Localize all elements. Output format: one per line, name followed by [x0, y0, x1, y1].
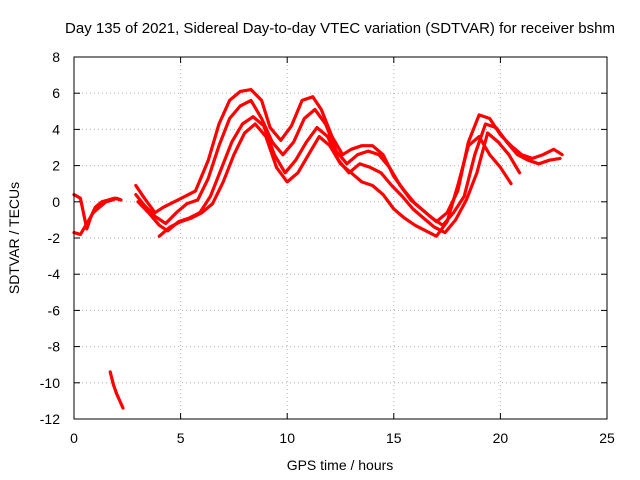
x-tick-label: 15: [386, 430, 402, 446]
series-line-arc-3: [108, 370, 125, 410]
y-axis-label: SDTVAR / TECUs: [6, 182, 22, 294]
x-tick-label: 25: [599, 430, 615, 446]
y-tick-label: 6: [52, 85, 60, 101]
y-tick-label: 0: [52, 194, 60, 210]
series-group: [72, 88, 564, 410]
x-axis-label: GPS time / hours: [287, 457, 394, 473]
y-tick-label: 8: [52, 49, 60, 65]
y-tick-labels: -12 -10 -8 -6 -4 -2 0 2 4 6 8: [40, 49, 60, 427]
x-tick-label: 5: [177, 430, 185, 446]
y-tick-label: 2: [52, 158, 60, 174]
y-tick-label: -12: [40, 411, 60, 427]
y-tick-label: -8: [48, 339, 61, 355]
y-tick-label: -6: [48, 302, 61, 318]
y-tick-label: -10: [40, 375, 60, 391]
plot-frame: [73, 56, 608, 420]
series-line-arc-2: [72, 196, 123, 236]
chart-title: Day 135 of 2021, Sidereal Day-to-day VTE…: [65, 20, 615, 37]
y-tick-label: 4: [52, 121, 60, 137]
series-line-arc-7: [157, 122, 513, 238]
x-tick-label: 0: [70, 430, 78, 446]
y-tick-label: -2: [48, 230, 61, 246]
x-tick-label: 10: [279, 430, 295, 446]
series-line-arc-4: [134, 88, 564, 224]
x-tick-labels: 0 5 10 15 20 25: [70, 430, 615, 446]
x-tick-label: 20: [493, 430, 509, 446]
series-line-arc-5: [134, 98, 562, 227]
ticks: [73, 56, 608, 420]
grid: [74, 57, 607, 419]
y-tick-label: -4: [48, 266, 61, 282]
